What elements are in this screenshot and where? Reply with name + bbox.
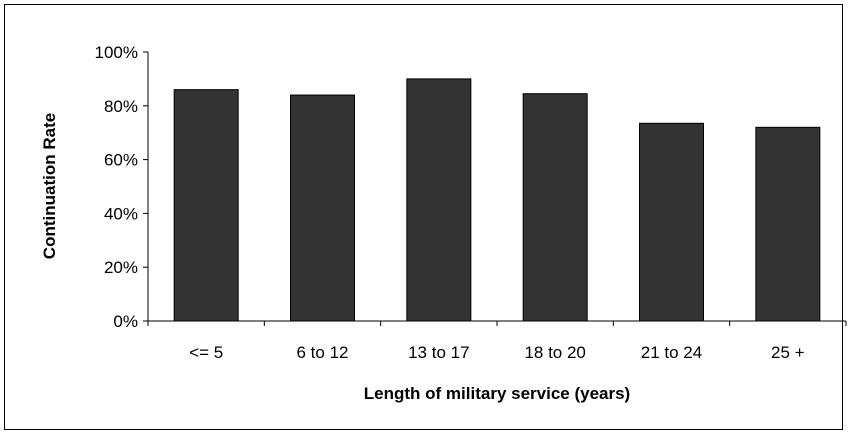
x-tick-label: 18 to 20: [524, 343, 585, 362]
y-axis: 0% 20% 40% 60% 80% 100%: [95, 43, 149, 331]
x-tick-label: 21 to 24: [641, 343, 702, 362]
y-tick-label: 100%: [95, 43, 138, 62]
bars: [173, 78, 821, 322]
y-tick-label: 20%: [104, 258, 138, 277]
x-tick-label: <= 5: [189, 343, 223, 362]
y-axis-title: Continuation Rate: [40, 113, 59, 259]
y-tick-label: 60%: [104, 151, 138, 170]
bar: [639, 122, 704, 322]
x-tick-label: 25 +: [771, 343, 805, 362]
bar: [173, 89, 239, 322]
bar: [290, 94, 355, 322]
bar: [406, 78, 472, 322]
bar: [522, 93, 588, 322]
y-tick-label: 80%: [104, 97, 138, 116]
x-tick-label: 6 to 12: [297, 343, 349, 362]
y-tick-label: 40%: [104, 204, 138, 223]
y-tick-label: 0%: [113, 312, 138, 331]
bar: [755, 126, 821, 322]
x-tick-label: 13 to 17: [408, 343, 469, 362]
x-axis: <= 5 6 to 12 13 to 17 18 to 20 21 to 24 25 +: [147, 320, 847, 362]
x-axis-title: Length of military service (years): [364, 384, 630, 403]
